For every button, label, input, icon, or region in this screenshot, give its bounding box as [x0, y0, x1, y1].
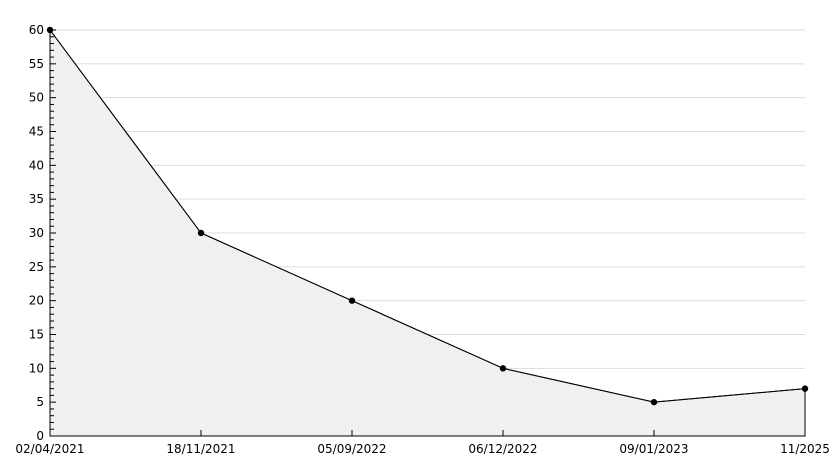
x-axis-tick-label: 06/12/2022 [468, 442, 537, 456]
x-axis-tick-label: 11/2025 [780, 442, 830, 456]
y-axis-tick-label: 25 [29, 260, 44, 274]
y-axis-tick-label: 60 [29, 23, 44, 37]
y-axis-tick-label: 20 [29, 294, 44, 308]
y-axis-tick-label: 30 [29, 226, 44, 240]
y-axis-tick-label: 40 [29, 158, 44, 172]
y-axis-tick-label: 45 [29, 125, 44, 139]
y-axis-tick-label: 55 [29, 57, 44, 71]
x-axis-tick-label: 02/04/2021 [15, 442, 84, 456]
y-axis-tick-label: 10 [29, 361, 44, 375]
y-axis-tick-label: 50 [29, 91, 44, 105]
y-axis-tick-label: 0 [36, 429, 44, 443]
data-point-marker [650, 398, 658, 406]
x-axis-tick-label: 09/01/2023 [619, 442, 688, 456]
data-point-marker [801, 385, 809, 392]
data-point-marker [348, 297, 356, 304]
y-axis-tick-label: 5 [36, 395, 44, 409]
series-line [49, 29, 806, 403]
data-point-marker [197, 229, 205, 237]
y-axis-tick-label: 35 [29, 192, 44, 206]
data-point-marker [499, 365, 507, 372]
x-axis-tick-label: 05/09/2022 [317, 442, 386, 456]
y-axis-tick-label: 15 [29, 328, 44, 342]
x-axis-tick-label: 18/11/2021 [166, 442, 235, 456]
